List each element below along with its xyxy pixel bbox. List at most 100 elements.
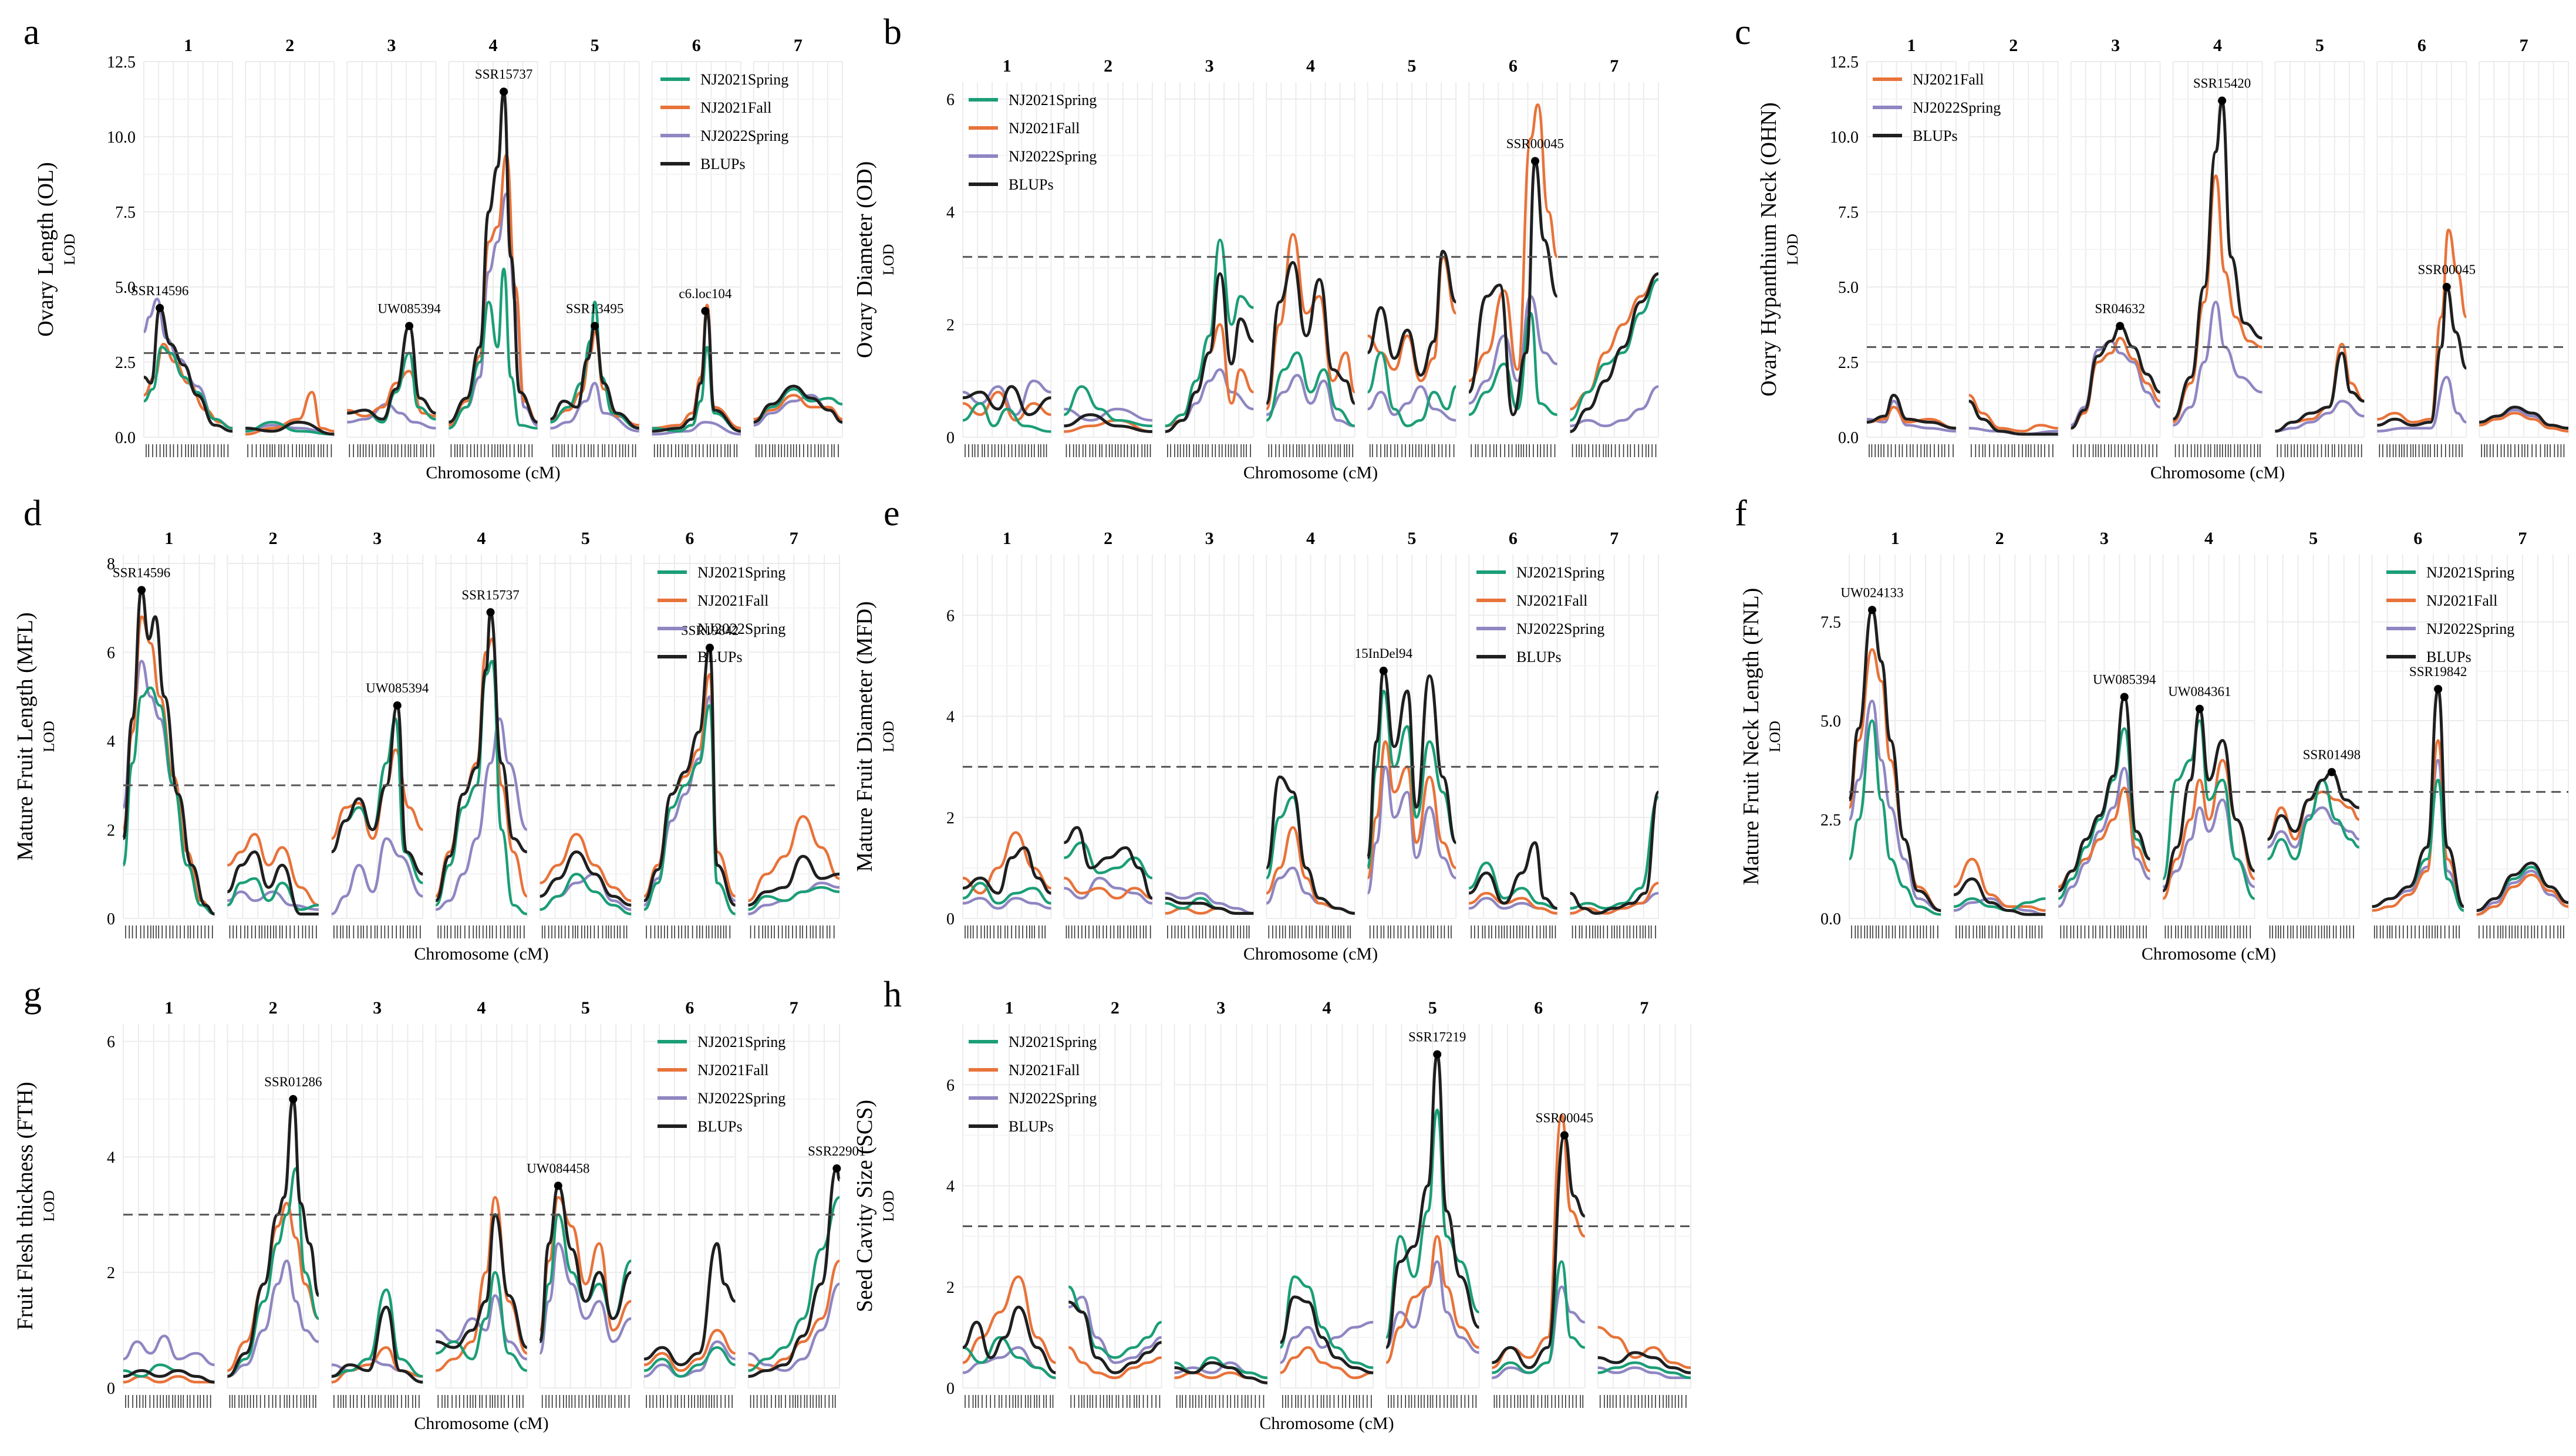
peak-label: SSR15420 — [2193, 76, 2251, 91]
panel-c: c 1 2 3 4 5 6 7 0.0 2.5 5.0 7.5 10.0 12.5 Ovary Hypant… — [1735, 12, 2569, 482]
marker-rug — [1971, 444, 2054, 457]
series-line-blup — [2267, 771, 2360, 841]
chromosome-label: 7 — [2520, 36, 2528, 55]
series-line-s22 — [652, 421, 741, 436]
y-tick-label: 6 — [107, 644, 115, 662]
chromosome-label: 3 — [373, 998, 382, 1018]
series-line-s22 — [2173, 300, 2263, 427]
series-line-f21 — [1063, 876, 1153, 900]
panel-letter: a — [23, 12, 40, 52]
legend-label-s21: NJ2021Spring — [1009, 1033, 1097, 1050]
peak-label: SSR00045 — [1536, 1110, 1593, 1125]
legend: NJ2021Spring NJ2021Fall NJ2022Spring BLUPs — [658, 564, 785, 665]
y-tick-label: 12.5 — [1830, 53, 1859, 72]
chromosome-label: 4 — [477, 998, 486, 1018]
series-line-blup — [1063, 826, 1153, 900]
chromosome-label: 3 — [373, 529, 382, 548]
series-line-s22 — [2476, 869, 2569, 916]
series-line-s22 — [550, 381, 639, 433]
series-line-s21 — [1266, 351, 1356, 428]
series-line-s21 — [550, 300, 639, 430]
chromosome-label: 3 — [1205, 529, 1214, 548]
series-line-s22 — [538, 1242, 632, 1355]
panel-letter: e — [884, 494, 900, 533]
series-line-blup — [1064, 413, 1152, 433]
peak-label: SSR15737 — [475, 67, 532, 82]
chromosome-label: 1 — [184, 36, 193, 55]
marker-rug — [541, 925, 628, 938]
marker-rug — [750, 925, 835, 938]
series-line-blup — [123, 1369, 215, 1384]
y-tick-label: 5.0 — [115, 279, 136, 297]
peak-marker — [156, 303, 164, 312]
y-tick-label: 0 — [107, 910, 115, 928]
series-line-f21 — [962, 390, 1051, 422]
chromosome-label: 2 — [269, 529, 278, 548]
marker-rug — [2481, 444, 2565, 457]
legend-label-s22: NJ2022Spring — [1913, 99, 2001, 116]
series-line-s21 — [448, 268, 538, 430]
series-line-blup — [962, 385, 1051, 417]
marker-rug — [750, 1395, 836, 1408]
series-line-blup — [2058, 695, 2151, 893]
marker-rug — [965, 1395, 1054, 1408]
series-line-s22 — [1468, 295, 1558, 405]
series-line-blup — [1468, 841, 1558, 910]
panel-a: a 1 2 3 4 5 6 7 0.0 2.5 5.0 7.5 10.0 12.5 Ovary Length… — [23, 12, 843, 482]
series-line-s22 — [1165, 891, 1254, 915]
series-line-blup — [1068, 1300, 1162, 1374]
marker-rug — [552, 444, 636, 457]
series-line-s21 — [122, 686, 215, 916]
peak-marker — [289, 1094, 298, 1103]
series-line-s21 — [962, 881, 1051, 905]
series-line-f21 — [1953, 857, 2046, 912]
panel-e: e 1 2 3 4 5 6 7 0 2 4 6 Mature Fruit Diameter (MFD) L… — [852, 494, 1660, 964]
y-axis-label: Ovary Hypanthium Neck (OHN) — [1756, 102, 1781, 396]
panel-letter: f — [1735, 494, 1747, 533]
marker-rug — [437, 925, 525, 938]
chromosome-label: 3 — [1205, 56, 1214, 76]
marker-rug — [646, 1395, 733, 1408]
series-line-s21 — [643, 704, 736, 916]
chromosome-label: 5 — [581, 998, 590, 1018]
series-line-blup — [2172, 99, 2263, 421]
series-line-s22 — [1064, 407, 1152, 422]
peak-marker — [1530, 157, 1539, 165]
series-line-blup — [331, 1305, 423, 1384]
marker-rug — [541, 1395, 630, 1408]
series-line-f21 — [1265, 233, 1356, 411]
chromosome-label: 5 — [2309, 529, 2318, 548]
legend-label-f21: NJ2021Fall — [1009, 120, 1080, 137]
series-line-s22 — [748, 1282, 840, 1372]
chromosome-label: 5 — [591, 36, 599, 55]
y-tick-label: 2.5 — [1838, 354, 1859, 372]
y-axis-label: Seed Cavity Size (SCS) — [852, 1100, 877, 1312]
series-line-blup — [436, 1213, 528, 1349]
series-line-blup — [962, 1305, 1056, 1374]
series-line-s22 — [1367, 385, 1456, 422]
series-line-s22 — [1847, 700, 1941, 912]
lod-label: LOD — [880, 244, 897, 275]
marker-rug — [1572, 925, 1656, 938]
series-line-blup — [2162, 707, 2255, 893]
marker-rug — [965, 925, 1046, 938]
series-line-s22 — [1570, 385, 1659, 428]
y-tick-label: 2 — [107, 822, 115, 840]
y-tick-label: 0 — [946, 910, 955, 928]
panel-g: g 1 2 3 4 5 6 7 0 2 4 6 Fruit Flesh thickness (FTH) L… — [13, 975, 866, 1433]
series-line-s21 — [1165, 238, 1254, 428]
y-tick-label: 4 — [946, 1178, 955, 1196]
x-axis-label: Chromosome (cM) — [414, 944, 548, 964]
x-axis-label: Chromosome (cM) — [1243, 944, 1378, 964]
series-line-f21 — [245, 390, 335, 436]
chromosome-label: 6 — [692, 36, 701, 55]
series-line-s22 — [331, 837, 423, 916]
series-line-s21 — [143, 346, 233, 430]
lod-label: LOD — [41, 1190, 58, 1221]
y-tick-label: 10.0 — [1830, 129, 1859, 147]
series-line-blup — [1279, 1295, 1374, 1374]
series-line-s21 — [1492, 1260, 1586, 1374]
legend-label-s22: NJ2022Spring — [1009, 148, 1097, 165]
marker-rug — [2373, 925, 2460, 938]
peak-label: SR04632 — [2095, 302, 2145, 316]
